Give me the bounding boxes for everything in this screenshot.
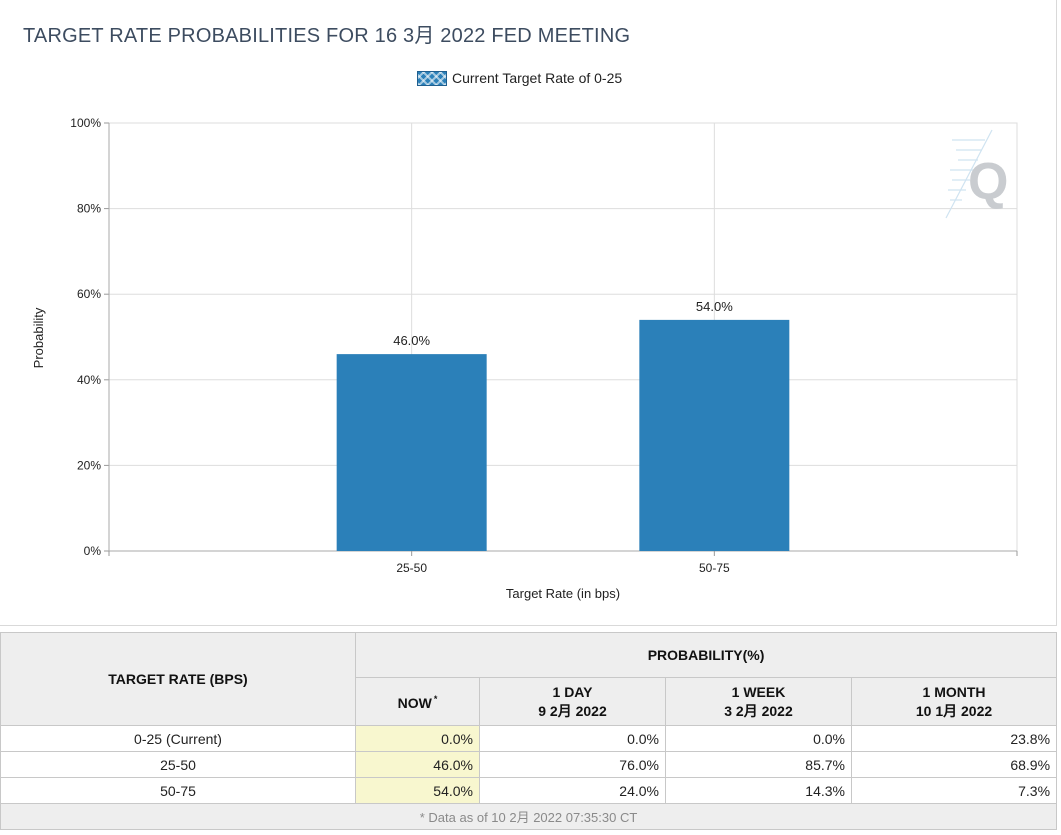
probability-cell: 54.0% <box>355 777 480 804</box>
target-rate-cell: 0-25 (Current) <box>0 725 356 752</box>
y-axis-label: Probability <box>31 307 46 368</box>
column-header-1-month: 1 MONTH 10 1月 2022 <box>850 677 1058 726</box>
column-header-date: 9 2月 2022 <box>538 702 607 719</box>
axes: 0% 20% 40% 60% 80% 100% 25-50 50-75 <box>70 116 1018 575</box>
column-header-1-week: 1 WEEK 3 2月 2022 <box>665 677 852 726</box>
probability-cell: 0.0% <box>355 725 480 752</box>
y-tick-label: 100% <box>70 116 101 130</box>
chart-title: TARGET RATE PROBABILITIES FOR 16 3月 2022… <box>23 25 631 47</box>
bar-25-50[interactable] <box>336 354 487 551</box>
probability-header: PROBABILITY(%) <box>354 631 1058 679</box>
svg-text:Q: Q <box>968 153 1008 211</box>
grid-lines <box>108 122 1018 552</box>
probability-cell: 76.0% <box>479 751 666 778</box>
probability-cell: 0.0% <box>665 725 852 752</box>
x-axis-label: Target Rate (in bps) <box>506 586 620 601</box>
probability-cell: 46.0% <box>355 751 480 778</box>
x-tick-label: 50-75 <box>699 561 730 575</box>
probability-cell: 85.7% <box>665 751 852 778</box>
probability-cell: 0.0% <box>479 725 666 752</box>
y-tick-label: 0% <box>84 544 102 558</box>
probability-table: TARGET RATE (BPS) PROBABILITY(%) NOW * 1 D… <box>0 631 1058 830</box>
column-header-1-day: 1 DAY 9 2月 2022 <box>479 677 666 726</box>
legend-label: Current Target Rate of 0-25 <box>452 70 623 86</box>
chart-panel: TARGET RATE PROBABILITIES FOR 16 3月 2022… <box>0 0 1057 626</box>
target-rate-cell: 50-75 <box>0 777 356 804</box>
column-header-period: 1 WEEK <box>731 683 786 700</box>
y-tick-label: 80% <box>77 202 101 216</box>
column-header-date: 10 1月 2022 <box>915 702 993 719</box>
chart-legend[interactable]: Current Target Rate of 0-25 <box>417 70 622 86</box>
data-labels: 46.0% 54.0% <box>393 299 733 348</box>
column-header-period: 1 MONTH <box>922 683 986 700</box>
probability-cell: 68.9% <box>850 751 1058 778</box>
x-tick-label: 25-50 <box>396 561 427 575</box>
probability-cell: 14.3% <box>665 777 852 804</box>
table-row: 25-50 46.0% 76.0% 85.7% 68.9% <box>0 751 1058 778</box>
column-header-period: 1 DAY <box>552 683 593 700</box>
footnote-marker: * <box>433 694 438 705</box>
table-row: 50-75 54.0% 24.0% 14.3% 7.3% <box>0 777 1058 804</box>
target-rate-cell: 25-50 <box>0 751 356 778</box>
bar-data-label: 54.0% <box>696 299 733 314</box>
y-tick-label: 60% <box>77 287 101 301</box>
y-tick-label: 20% <box>77 458 101 472</box>
target-rate-header: TARGET RATE (BPS) <box>0 632 356 726</box>
column-header-date: 3 2月 2022 <box>724 702 793 719</box>
probability-cell: 7.3% <box>850 777 1058 804</box>
bars <box>336 319 790 551</box>
probability-table-wrap: TARGET RATE (BPS) PROBABILITY(%) NOW * 1 D… <box>0 631 1058 830</box>
data-timestamp-footnote: * Data as of 10 2月 2022 07:35:30 CT <box>0 803 1058 830</box>
bar-50-75[interactable] <box>639 319 790 551</box>
table-row: 0-25 (Current) 0.0% 0.0% 0.0% 23.8% <box>0 725 1058 752</box>
y-tick-label: 40% <box>77 373 101 387</box>
q-watermark-icon: Q <box>945 129 1008 219</box>
column-header-now: NOW * <box>355 677 480 726</box>
bar-chart: Q 0% 20% 40% 60% 80% 100% 25-50 50-75 46.0% 54.0… <box>31 116 1018 601</box>
bar-data-label: 46.0% <box>393 333 430 348</box>
column-header-period: NOW <box>397 695 432 712</box>
probability-cell: 24.0% <box>479 777 666 804</box>
plot-area <box>108 122 1018 552</box>
legend-swatch <box>417 70 447 86</box>
probability-cell: 23.8% <box>850 725 1058 752</box>
